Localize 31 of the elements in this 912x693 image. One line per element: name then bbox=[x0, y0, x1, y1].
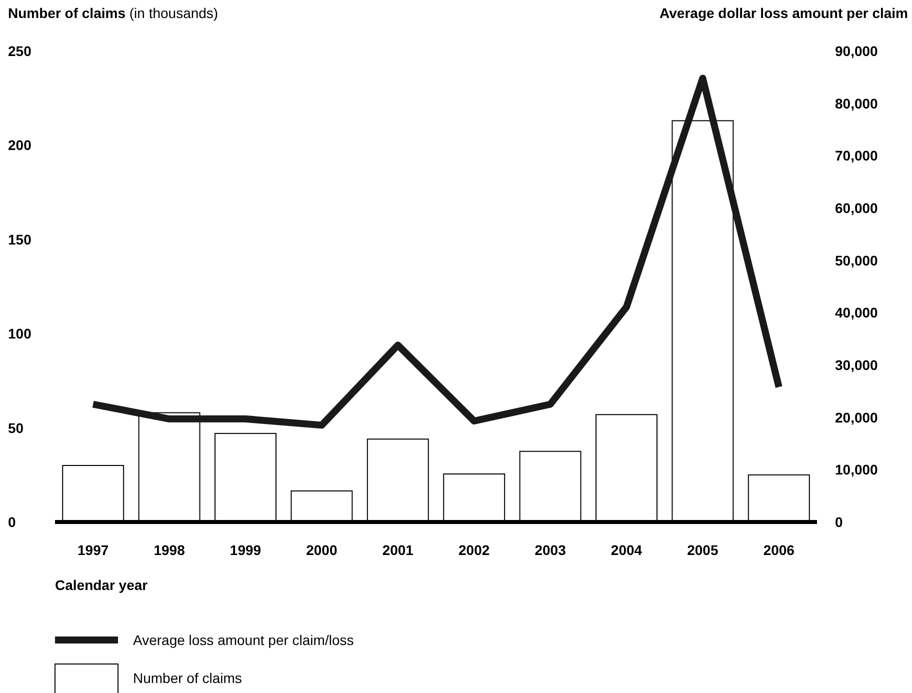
y2-tick-label: 40,000 bbox=[835, 304, 878, 321]
x-tick-label: 1997 bbox=[78, 542, 109, 558]
legend-label: Average loss amount per claim/loss bbox=[133, 632, 354, 648]
y2-axis-title: Average dollar loss amount per claim bbox=[660, 5, 908, 21]
x-tick-label: 2000 bbox=[306, 542, 338, 558]
x-tick-label: 2003 bbox=[534, 542, 566, 558]
y-axis-title: Number of claims (in thousands) bbox=[8, 5, 218, 21]
y-tick-label: 50 bbox=[8, 420, 24, 436]
x-tick-label: 2001 bbox=[382, 542, 414, 558]
x-tick-label: 2006 bbox=[763, 542, 795, 558]
y2-tick-label: 80,000 bbox=[835, 95, 878, 112]
y-tick-label: 0 bbox=[8, 514, 16, 530]
y2-tick-label: 30,000 bbox=[835, 357, 878, 373]
x-tick-label: 2004 bbox=[610, 542, 642, 558]
y2-tick-label: 50,000 bbox=[835, 252, 878, 268]
y-tick-label: 100 bbox=[8, 326, 32, 342]
y2-tick-label: 10,000 bbox=[835, 462, 878, 478]
y2-tick-label: 0 bbox=[835, 514, 843, 530]
y2-tick-label: 20,000 bbox=[835, 409, 878, 426]
y-tick-label: 250 bbox=[8, 43, 32, 59]
x-tick-label: 2002 bbox=[458, 542, 490, 558]
y2-tick-label: 60,000 bbox=[835, 200, 878, 216]
x-tick-label: 1998 bbox=[154, 542, 186, 558]
y2-tick-label: 90,000 bbox=[835, 43, 878, 59]
x-tick-label: 2005 bbox=[687, 542, 718, 558]
x-axis-title: Calendar year bbox=[55, 577, 148, 593]
legend-label: Number of claims bbox=[133, 670, 242, 686]
y-tick-label: 200 bbox=[8, 137, 32, 154]
x-tick-label: 1999 bbox=[230, 542, 262, 558]
y2-tick-label: 70,000 bbox=[835, 148, 878, 164]
y-tick-label: 150 bbox=[8, 231, 32, 248]
